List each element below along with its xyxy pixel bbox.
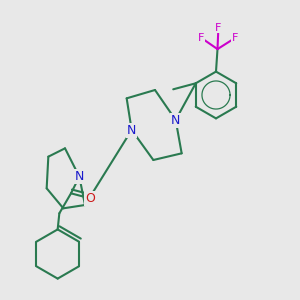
Text: F: F bbox=[198, 33, 204, 43]
Text: F: F bbox=[232, 33, 239, 43]
Text: O: O bbox=[85, 192, 95, 205]
Text: N: N bbox=[127, 124, 136, 136]
Text: N: N bbox=[75, 170, 84, 183]
Text: F: F bbox=[215, 22, 222, 32]
Text: N: N bbox=[171, 113, 180, 127]
